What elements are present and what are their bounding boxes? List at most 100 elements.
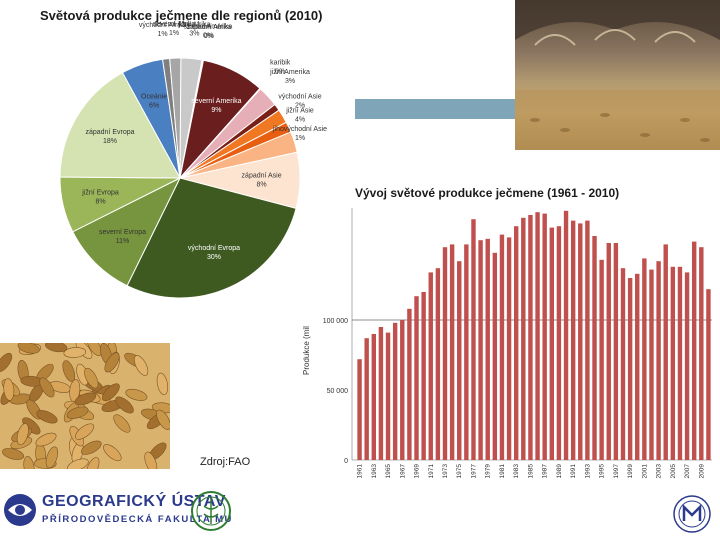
pie-slice-percent: 30% xyxy=(207,254,221,261)
pie-slice-label: střední Asie xyxy=(282,83,319,90)
geography-institute-logo-icon xyxy=(4,494,36,526)
bar xyxy=(407,308,412,460)
x-tick-label: 2001 xyxy=(641,464,648,479)
pie-chart: Světová produkce ječmene dle regionů (20… xyxy=(40,8,327,299)
bar xyxy=(478,240,483,460)
pie-slice-label: jižní Afrika xyxy=(177,22,210,29)
bar xyxy=(599,259,604,460)
x-tick-label: 2003 xyxy=(656,464,663,479)
x-tick-label: 1983 xyxy=(513,464,520,479)
pie-slice-percent: 9% xyxy=(211,107,221,114)
bar xyxy=(542,213,547,460)
bar xyxy=(492,252,498,460)
pie-slice-label: karibik xyxy=(270,59,291,66)
bar xyxy=(464,244,469,460)
pie-slice-label: střední Amerika xyxy=(184,24,233,31)
pie-slice-percent: 8% xyxy=(95,199,105,206)
bar-title: Vývoj světové produkce ječmene (1961 - 2… xyxy=(355,186,619,200)
x-tick-label: 1981 xyxy=(499,464,506,479)
x-tick-label: 1963 xyxy=(371,464,378,479)
faculty-emblem-icon xyxy=(191,491,231,531)
bar xyxy=(570,220,576,460)
bar xyxy=(400,320,405,460)
bar xyxy=(485,238,490,460)
pie-slice-label: severní Afrika xyxy=(153,21,196,28)
pie-slice-percent: 2% xyxy=(295,92,305,99)
x-tick-label: 1979 xyxy=(485,464,492,479)
bar xyxy=(592,236,597,460)
bar xyxy=(663,244,668,460)
pie-slice-label: východní Asie xyxy=(278,94,321,101)
pie-slice-label: severní Evropa xyxy=(99,229,146,236)
bar-chart: Vývoj světové produkce ječmene (1961 - 2… xyxy=(302,186,712,479)
y-tick-label: 0 xyxy=(344,458,348,465)
bar xyxy=(414,296,419,460)
bar xyxy=(556,226,562,460)
pie-slice xyxy=(59,72,181,179)
x-tick-label: 1987 xyxy=(542,464,549,479)
pie-slice-label: Oceánie xyxy=(141,94,167,101)
pie-slice-label: jižní Evropa xyxy=(81,190,119,197)
barley-warehouse-photo xyxy=(515,0,720,150)
bar xyxy=(670,266,676,460)
pie-slice-percent: 6% xyxy=(149,103,159,110)
bar xyxy=(457,261,462,460)
bar xyxy=(521,217,526,460)
bar xyxy=(684,272,690,460)
bar xyxy=(357,359,362,460)
x-tick-label: 1995 xyxy=(599,464,606,479)
bar xyxy=(506,237,512,460)
decorative-bar xyxy=(355,99,520,119)
bar xyxy=(471,219,476,460)
bar xyxy=(428,272,433,460)
x-tick-label: 1965 xyxy=(385,464,392,479)
bar xyxy=(392,322,398,460)
x-tick-label: 1989 xyxy=(556,464,563,479)
logo-line-2: PŘÍRODOVĚDECKÁ FAKULTA MU xyxy=(42,514,233,525)
y-axis-label: Produkce (mil xyxy=(302,326,311,375)
pie-slice-label: jižní Asie xyxy=(285,107,314,114)
x-tick-label: 1971 xyxy=(428,464,435,479)
pie-slice-percent: 4% xyxy=(295,116,305,123)
x-tick-label: 1993 xyxy=(584,464,591,479)
x-tick-label: 1985 xyxy=(527,464,534,479)
pie-slice-label: západní Evropa xyxy=(85,129,134,136)
pie-slice xyxy=(126,177,297,299)
bar xyxy=(627,278,633,460)
pie-slice-label: východní Evropa xyxy=(188,245,240,252)
bar xyxy=(442,247,448,460)
x-tick-label: 2007 xyxy=(684,464,691,479)
x-tick-label: 2005 xyxy=(670,464,677,479)
pie-slice-percent: 1% xyxy=(169,30,179,37)
pie-slice-label: západní Asie xyxy=(242,173,282,180)
bar xyxy=(421,292,426,460)
bar xyxy=(435,268,441,460)
x-tick-label: 1973 xyxy=(442,464,449,479)
pie-slice-label: východní Afrika xyxy=(139,22,187,29)
university-seal-icon xyxy=(673,495,711,533)
bar xyxy=(620,268,626,460)
bar xyxy=(699,247,704,460)
pie-slice-percent: 1% xyxy=(295,135,305,142)
pie-slice-percent: 8% xyxy=(257,182,267,189)
bar xyxy=(371,334,376,460)
y-tick-label: 50 000 xyxy=(327,388,349,395)
pie-slice-label: severní Amerika xyxy=(191,98,241,105)
bar xyxy=(378,327,384,460)
bar xyxy=(535,212,540,460)
bar xyxy=(635,273,640,460)
x-tick-label: 1975 xyxy=(456,464,463,479)
bar xyxy=(642,258,647,460)
bar xyxy=(578,223,583,460)
pie-slice-percent: 3% xyxy=(189,31,199,38)
bar xyxy=(449,244,455,460)
bar xyxy=(706,289,711,460)
bar xyxy=(563,210,569,460)
x-tick-label: 1977 xyxy=(470,464,477,479)
bar xyxy=(649,269,654,460)
pie-title: Světová produkce ječmene dle regionů (20… xyxy=(40,8,323,23)
pie-slice-percent: 3% xyxy=(285,78,295,85)
logo-line-1: GEOGRAFICKÝ ÚSTAV xyxy=(42,493,226,510)
x-tick-label: 1969 xyxy=(414,464,421,479)
bar xyxy=(606,243,611,460)
